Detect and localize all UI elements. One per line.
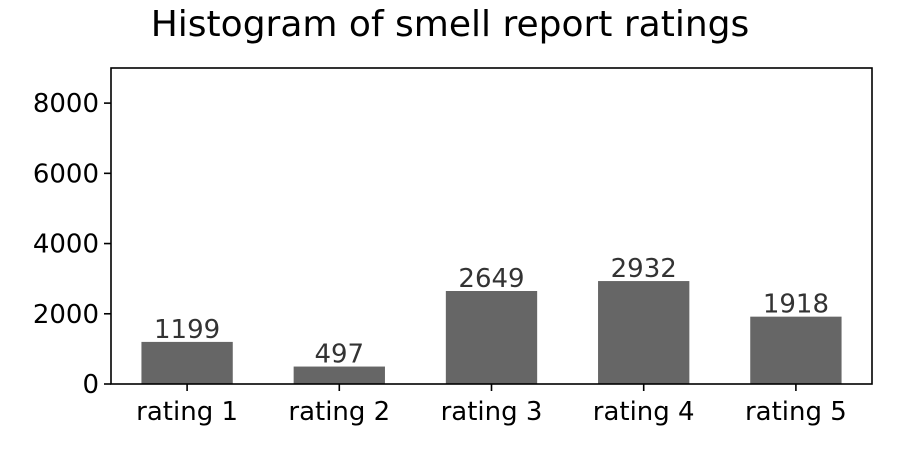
- bar-value-label: 497: [314, 340, 364, 370]
- plot-frame: [110, 67, 873, 385]
- data-labels-group: 1199 497 2649 2932 1918: [154, 254, 829, 369]
- bar-value-label: 2932: [611, 254, 677, 284]
- y-tick-label: 0: [82, 370, 99, 400]
- y-tick-label: 2000: [33, 300, 99, 330]
- bar-value-label: 1199: [154, 315, 220, 345]
- bar-value-label: 2649: [458, 264, 524, 294]
- x-tick-label: rating 2: [288, 397, 390, 427]
- bar: [293, 366, 385, 384]
- y-tick-label: 8000: [33, 89, 99, 119]
- x-tick-label: rating 4: [593, 397, 695, 427]
- x-tick-label: rating 1: [136, 397, 238, 427]
- x-tick-label: rating 3: [441, 397, 543, 427]
- x-tick-label: rating 5: [745, 397, 847, 427]
- bars-group: [141, 281, 842, 384]
- bar-value-label: 1918: [763, 290, 829, 320]
- x-axis: rating 1 rating 2 rating 3 rating 4 rating 5: [136, 384, 847, 427]
- y-axis: 0 2000 4000 6000 8000: [33, 89, 111, 400]
- y-tick-label: 6000: [33, 159, 99, 189]
- bar: [141, 341, 233, 384]
- y-tick-label: 4000: [33, 230, 99, 260]
- bar: [750, 316, 842, 384]
- bar: [445, 290, 538, 384]
- bar: [598, 281, 690, 384]
- chart-title: Histogram of smell report ratings: [151, 4, 750, 45]
